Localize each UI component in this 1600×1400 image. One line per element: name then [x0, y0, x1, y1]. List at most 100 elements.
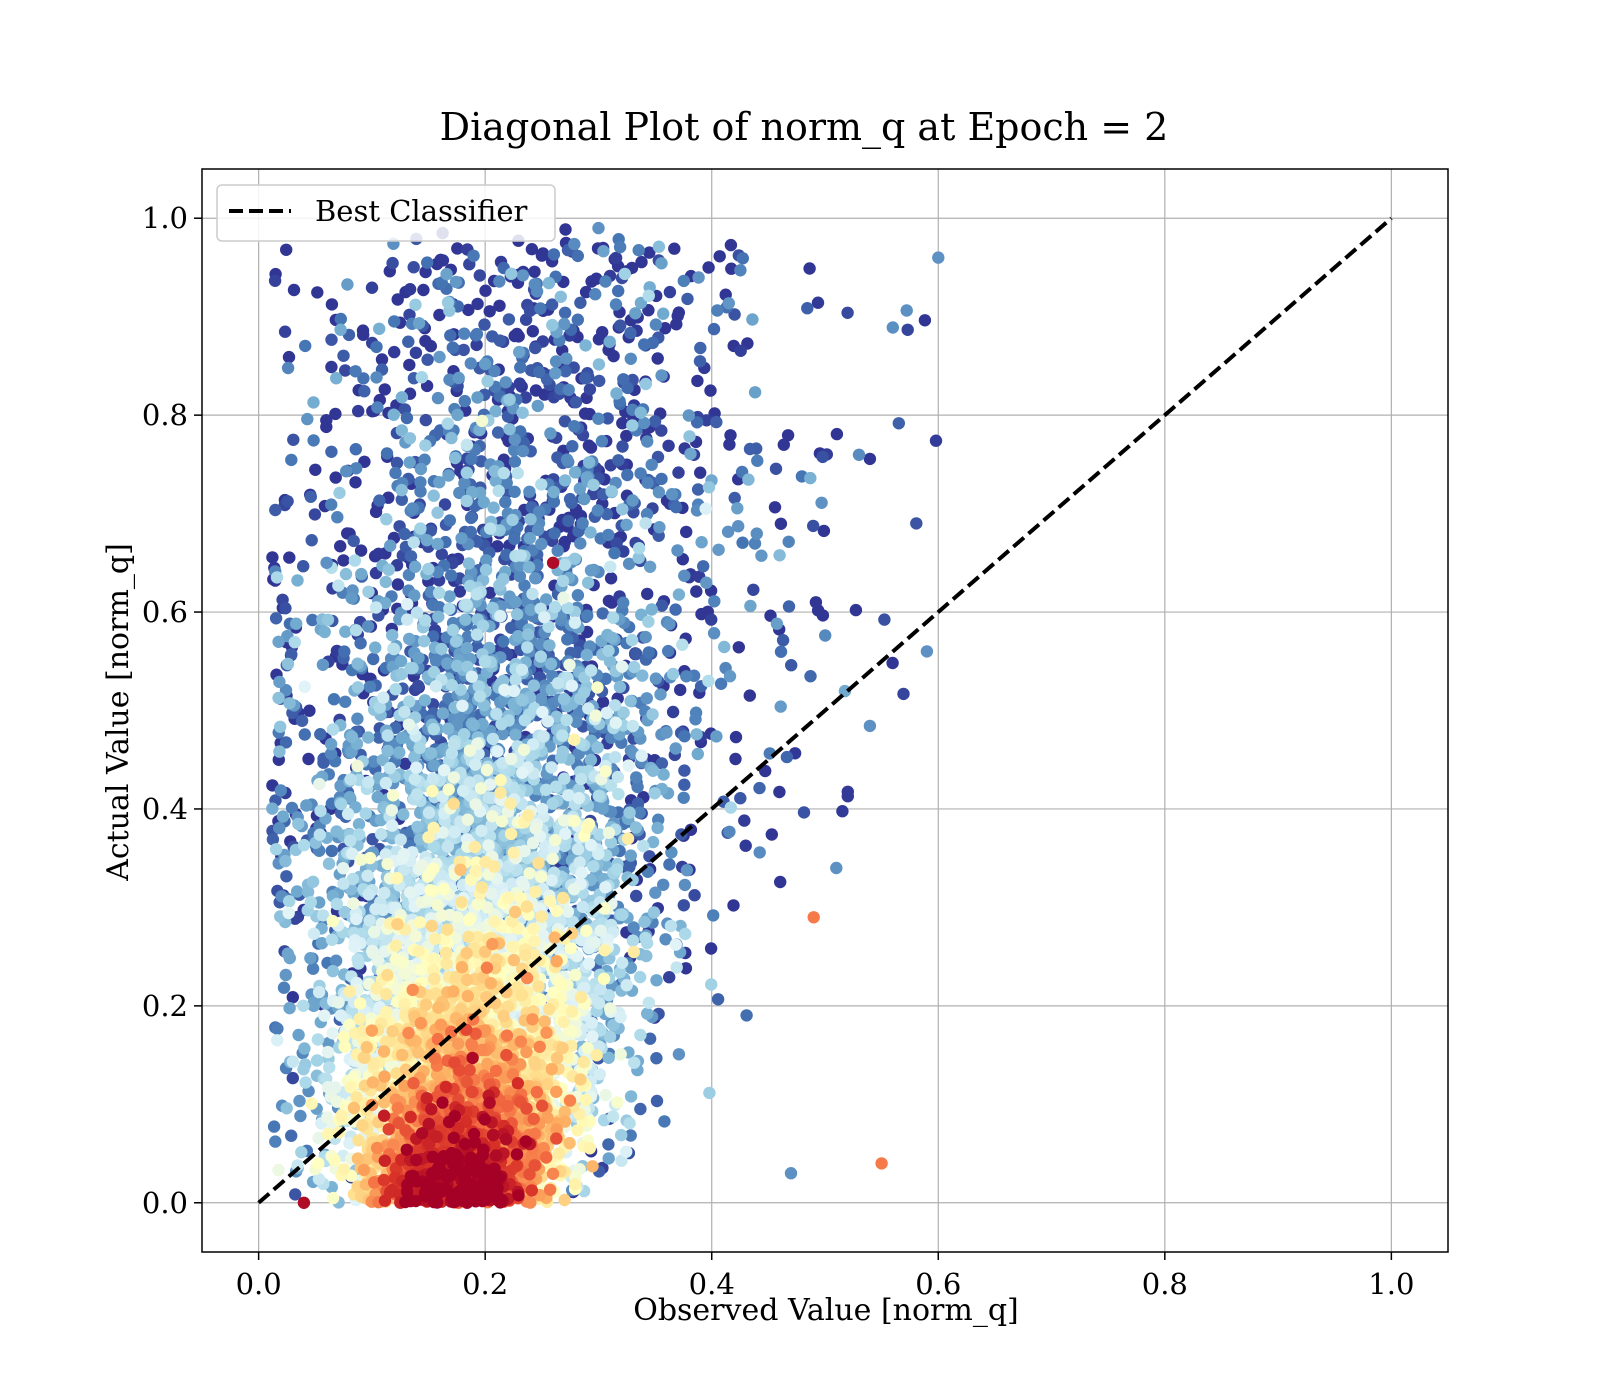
scatter-point — [391, 293, 404, 306]
scatter-point — [642, 996, 655, 1009]
scatter-point — [367, 925, 381, 939]
scatter-point — [614, 319, 627, 332]
scatter-point — [639, 931, 652, 945]
scatter-point — [723, 825, 736, 838]
scatter-point — [525, 243, 539, 256]
scatter-point — [892, 417, 905, 430]
scatter-point — [376, 903, 390, 917]
scatter-point — [522, 561, 536, 574]
scatter-point — [669, 742, 682, 755]
scatter-point — [639, 517, 652, 530]
scatter-point — [677, 274, 690, 288]
scatter-point — [370, 371, 383, 384]
scatter-point — [634, 406, 647, 419]
scatter-point — [707, 627, 721, 640]
scatter-point — [568, 814, 581, 828]
scatter-point — [609, 298, 623, 311]
scatter-point — [414, 522, 427, 535]
scatter-point — [273, 821, 286, 835]
scatter-point — [569, 968, 582, 982]
scatter-point — [447, 738, 461, 751]
scatter-point — [311, 286, 324, 299]
scatter-point — [502, 313, 516, 326]
scatter-point — [323, 1061, 336, 1074]
scatter-point — [811, 296, 825, 309]
scatter-point — [688, 889, 701, 902]
scatter-point — [435, 548, 448, 561]
scatter-point — [279, 854, 292, 868]
scatter-point — [282, 350, 296, 364]
scatter-point — [266, 551, 279, 564]
scatter-point — [453, 585, 467, 598]
scatter-point — [325, 333, 338, 346]
scatter-point — [816, 609, 830, 622]
scatter-point — [587, 478, 600, 492]
scatter-point — [467, 249, 480, 262]
scatter-point — [339, 695, 352, 708]
scatter-point — [645, 458, 658, 471]
scatter-point — [441, 840, 454, 853]
scatter-point — [662, 439, 675, 452]
scatter-point — [546, 852, 559, 865]
scatter-point — [471, 898, 484, 911]
scatter-point — [650, 1094, 664, 1108]
scatter-point — [371, 954, 385, 967]
scatter-point — [678, 730, 691, 743]
scatter-point — [538, 611, 551, 624]
scatter-point — [455, 532, 468, 545]
scatter-point — [288, 636, 301, 649]
scatter-point — [286, 1055, 300, 1068]
scatter-point — [495, 815, 509, 828]
scatter-point — [807, 519, 820, 533]
scatter-point — [475, 824, 488, 837]
scatter-point — [596, 326, 609, 339]
scatter-point — [751, 454, 764, 467]
scatter-point — [679, 962, 693, 975]
scatter-point — [680, 525, 693, 539]
scatter-point — [669, 938, 682, 951]
scatter-point — [601, 412, 614, 425]
scatter-point — [304, 952, 317, 965]
scatter-point — [536, 802, 549, 816]
scatter-point — [602, 1152, 615, 1165]
scatter-point — [742, 473, 755, 486]
scatter-point — [356, 324, 370, 337]
scatter-point — [672, 466, 685, 479]
scatter-point — [373, 494, 386, 507]
scatter-point — [422, 806, 436, 819]
scatter-point — [399, 757, 412, 770]
scatter-point — [513, 570, 527, 583]
scatter-point — [463, 744, 477, 757]
scatter-point — [464, 357, 477, 370]
scatter-point — [816, 450, 829, 464]
scatter-point — [724, 801, 737, 814]
scatter-point — [642, 646, 655, 659]
scatter-point — [479, 563, 493, 577]
scatter-point — [654, 688, 667, 701]
scatter-point — [723, 438, 736, 451]
scatter-point — [672, 588, 686, 601]
scatter-point — [268, 274, 282, 287]
scatter-point — [444, 329, 457, 342]
scatter-point — [558, 558, 571, 571]
scatter-point — [351, 681, 365, 694]
scatter-point — [483, 305, 496, 318]
scatter-point — [768, 501, 782, 514]
scatter-point — [388, 315, 401, 328]
scatter-point — [841, 790, 854, 803]
scatter-point — [549, 367, 562, 380]
scatter-point — [354, 544, 368, 557]
scatter-point — [497, 635, 510, 648]
scatter-point — [556, 745, 569, 758]
scatter-point — [480, 763, 494, 777]
scatter-point — [425, 747, 438, 760]
scatter-point — [403, 456, 416, 469]
scatter-point — [695, 607, 708, 621]
scatter-point — [413, 741, 426, 755]
scatter-point — [509, 728, 522, 741]
scatter-point — [588, 936, 601, 949]
scatter-point — [456, 699, 469, 712]
scatter-point — [683, 430, 696, 443]
scatter-point — [648, 415, 662, 428]
scatter-point — [406, 502, 419, 515]
